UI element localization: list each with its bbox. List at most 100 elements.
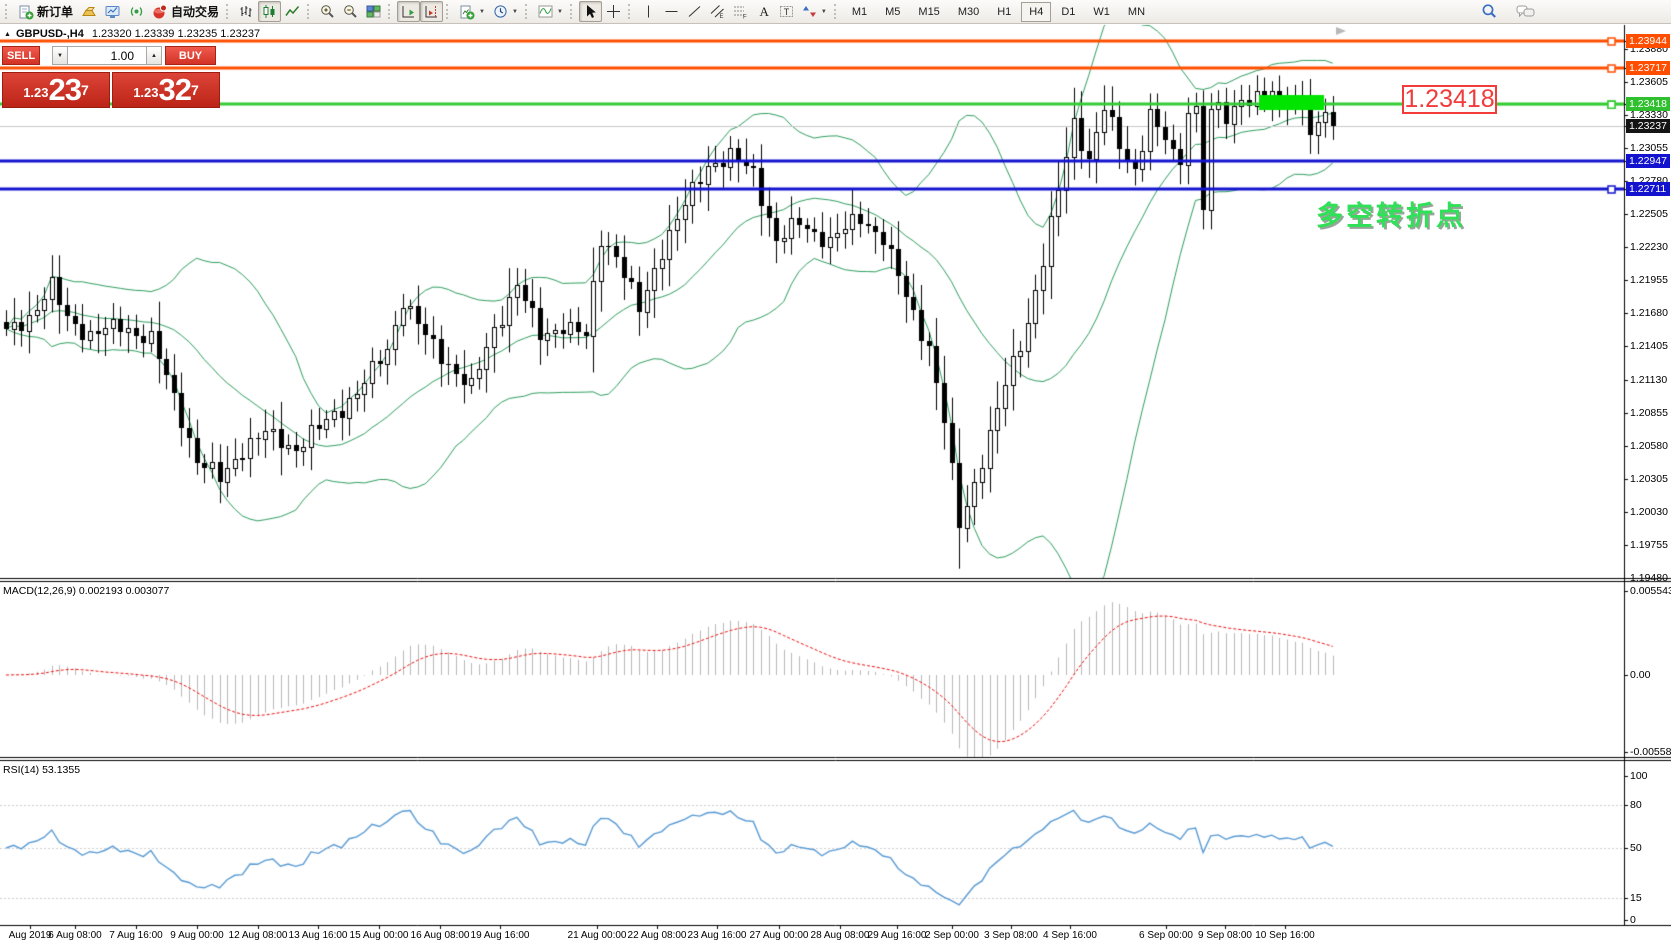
toolbar-drag-handle <box>569 4 575 19</box>
arrow-shapes-icon <box>802 4 817 19</box>
candlestick-chart-button[interactable] <box>258 1 282 22</box>
timeframe-h4-button[interactable]: H4 <box>1021 1 1052 22</box>
auto-scroll-button[interactable] <box>397 1 421 22</box>
sell-price-pip: 7 <box>81 82 89 98</box>
auto-scroll-icon <box>401 4 416 19</box>
indicators-icon <box>538 4 553 19</box>
timeframe-w1-button[interactable]: W1 <box>1093 5 1110 18</box>
window-collapse-icon[interactable]: ▲ <box>4 31 11 38</box>
tile-windows-button[interactable] <box>362 1 385 22</box>
text-icon: A <box>756 4 771 19</box>
zoom-out-icon <box>343 4 358 19</box>
horizontal-line-button[interactable] <box>660 1 683 22</box>
chart-shift-icon <box>424 4 439 19</box>
zoom-out-button[interactable] <box>339 1 362 22</box>
chart-title: GBPUSD-,H4 1.23320 1.23339 1.23235 1.2323… <box>16 28 260 40</box>
buy-price-main: 32 <box>158 72 192 107</box>
periods-icon <box>493 4 508 19</box>
periods-button[interactable]: ▼ <box>489 1 522 22</box>
timeframe-m1-button[interactable]: M1 <box>851 5 868 18</box>
autotrade-button[interactable]: 自动交易 <box>148 1 223 22</box>
timeframe-d1-button[interactable]: D1 <box>1061 5 1076 18</box>
time-axis-label: 9 Sep 08:00 <box>1198 930 1252 941</box>
equidistant-channel-icon: E <box>710 4 725 19</box>
macd-indicator-label: MACD(12,26,9) 0.002193 0.003077 <box>3 585 170 597</box>
ohlc-values: 1.23320 1.23339 1.23235 1.23237 <box>91 28 261 40</box>
text-label-button[interactable]: T <box>775 1 798 22</box>
timeframe-m5-button[interactable]: M5 <box>885 5 901 18</box>
timeframe-m30-button[interactable]: M30 <box>957 5 980 18</box>
crosshair-button[interactable] <box>602 1 625 22</box>
rsi-axis-label: 15 <box>1630 892 1642 905</box>
chart-shift-button[interactable] <box>420 1 444 22</box>
bar-chart-button[interactable] <box>235 1 258 22</box>
cursor-button[interactable] <box>578 1 602 22</box>
rsi-axis-label: 0 <box>1630 914 1636 926</box>
time-axis-label: 27 Aug 00:00 <box>749 930 809 941</box>
time-axis-label: 3 Sep 08:00 <box>984 930 1038 941</box>
svg-text:E: E <box>719 14 723 19</box>
new-order-label: 新订单 <box>37 5 74 19</box>
chevron-down-icon: ▼ <box>511 8 518 15</box>
line-chart-icon <box>285 4 300 19</box>
rsi-axis-label: 50 <box>1630 842 1642 854</box>
equidistant-channel-button[interactable]: E <box>706 1 729 22</box>
time-axis-label: 6 Sep 00:00 <box>1139 930 1193 941</box>
toolbar-drag-handle <box>5 4 10 19</box>
chat-button[interactable] <box>1512 1 1539 22</box>
arrow-shapes-button[interactable]: ▼ <box>798 1 831 22</box>
time-axis-label: 9 Aug 00:00 <box>170 930 224 941</box>
vertical-line-button[interactable] <box>637 1 660 22</box>
new-order-icon <box>18 4 34 20</box>
new-order-button[interactable]: 新订单 <box>14 1 77 22</box>
volume-input[interactable] <box>68 46 146 65</box>
price-axis-tick: 1.23605 <box>1630 75 1668 88</box>
price-axis-badge: 1.23944 <box>1626 34 1670 48</box>
search-icon <box>1481 3 1498 20</box>
buy-button[interactable]: BUY <box>165 46 216 65</box>
price-axis-badge: 1.23237 <box>1626 119 1670 134</box>
time-axis-label: 19 Aug 16:00 <box>470 930 530 941</box>
search-button[interactable] <box>1477 1 1502 22</box>
sell-button[interactable]: SELL <box>2 46 40 65</box>
cursor-icon <box>583 4 598 19</box>
price-axis-tick: 1.21680 <box>1630 307 1668 320</box>
toolbar-drag-handle <box>307 4 312 19</box>
timeframe-m15-button[interactable]: M15 <box>918 5 940 18</box>
text-button[interactable]: A <box>752 1 775 22</box>
time-axis-label: 6 Aug 08:00 <box>48 930 102 941</box>
main-toolbar: 新订单 自动交易 ▼ ▼ ▼ E F A T ▼ M1 M5 M15 M30 H1 H4 D1 W1 MN <box>0 0 1671 24</box>
publish-chart-button[interactable] <box>101 1 125 22</box>
time-axis-label: 29 Aug 16:00 <box>867 930 927 941</box>
price-callout-box[interactable]: 1.23418 <box>1402 85 1497 114</box>
toolbar-drag-handle <box>524 4 530 19</box>
trend-line-button[interactable] <box>683 1 706 22</box>
price-axis-tick: 1.23330 <box>1630 108 1668 121</box>
gold-ingot-button[interactable] <box>77 1 101 22</box>
new-chart-button[interactable]: ▼ <box>455 1 489 22</box>
volume-increase-button[interactable]: ▲ <box>146 46 162 65</box>
zoom-in-button[interactable] <box>316 1 339 22</box>
svg-text:F: F <box>743 15 747 20</box>
timeframe-h1-button[interactable]: H1 <box>997 5 1012 18</box>
timeframe-mn-button[interactable]: MN <box>1127 5 1146 18</box>
sell-price-box[interactable]: 1.23 23 7 <box>2 72 110 108</box>
time-axis-label: 10 Sep 16:00 <box>1255 930 1315 941</box>
volume-decrease-button[interactable]: ▼ <box>52 46 68 65</box>
indicators-button[interactable]: ▼ <box>534 1 567 22</box>
autotrade-icon <box>152 4 168 20</box>
price-axis-badge: 1.23717 <box>1626 61 1670 76</box>
buy-price-box[interactable]: 1.23 32 7 <box>112 72 220 108</box>
fibonacci-button[interactable]: F <box>729 1 752 22</box>
price-axis-badge: 1.22711 <box>1626 182 1670 197</box>
price-axis-badge: 1.23418 <box>1626 97 1670 112</box>
time-axis-label: 2 Sep 00:00 <box>925 930 979 941</box>
price-axis-tick: 1.20855 <box>1630 406 1668 419</box>
price-axis-tick: 1.21405 <box>1630 340 1668 353</box>
signal-button[interactable] <box>125 1 148 22</box>
trend-annotation[interactable]: 多空转折点 <box>1316 201 1466 231</box>
line-chart-button[interactable] <box>281 1 304 22</box>
symbol-label: GBPUSD-,H4 <box>16 28 84 40</box>
toolbar-drag-handle <box>226 4 231 19</box>
